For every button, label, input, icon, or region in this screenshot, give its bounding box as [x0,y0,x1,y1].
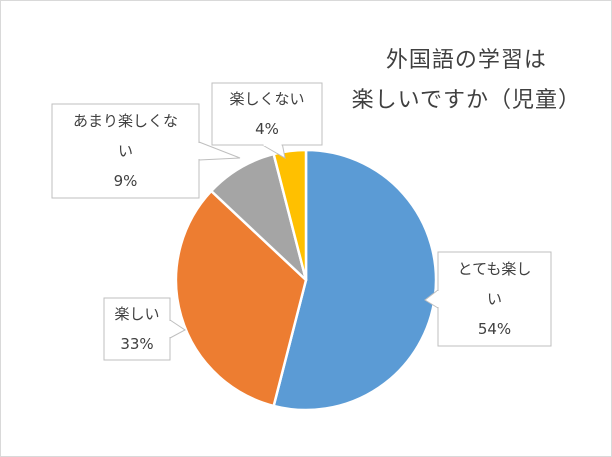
pie-slice-1 [174,189,308,408]
chart-title-line-1: 外国語の学習は [385,48,547,73]
pie-slices [174,148,438,412]
callout-pointer [198,141,241,161]
pie-slice-3 [272,148,308,282]
slice-category-label: 楽しい [114,305,159,323]
slice-value-label: 4% [255,120,279,138]
slice-category-label: 楽しくない [229,90,304,108]
chart-title: 外国語の学習は 楽しいですか（児童） [352,41,581,121]
slice-category-label: い [118,142,133,160]
slice-category-label: い [487,290,502,308]
callout-pointer [424,289,439,309]
callout-box [51,103,200,199]
data-label-callout-1: 楽しい 33% [103,297,186,361]
slice-category-label: あまり楽しくな [73,112,178,130]
callout-pointer [169,319,186,339]
callout-pointer [262,144,286,159]
callout-box [437,251,552,347]
slice-value-label: 54% [478,320,511,338]
callout-box [211,82,323,146]
data-label-callout-3: 楽しくない 4% [211,82,323,159]
chart-title-line-2: 楽しいですか（児童） [351,88,581,113]
slice-category-label: とても楽し [458,260,532,278]
slice-value-label: 33% [120,335,153,353]
slice-value-label: 9% [114,172,138,190]
callout-box [103,297,171,361]
